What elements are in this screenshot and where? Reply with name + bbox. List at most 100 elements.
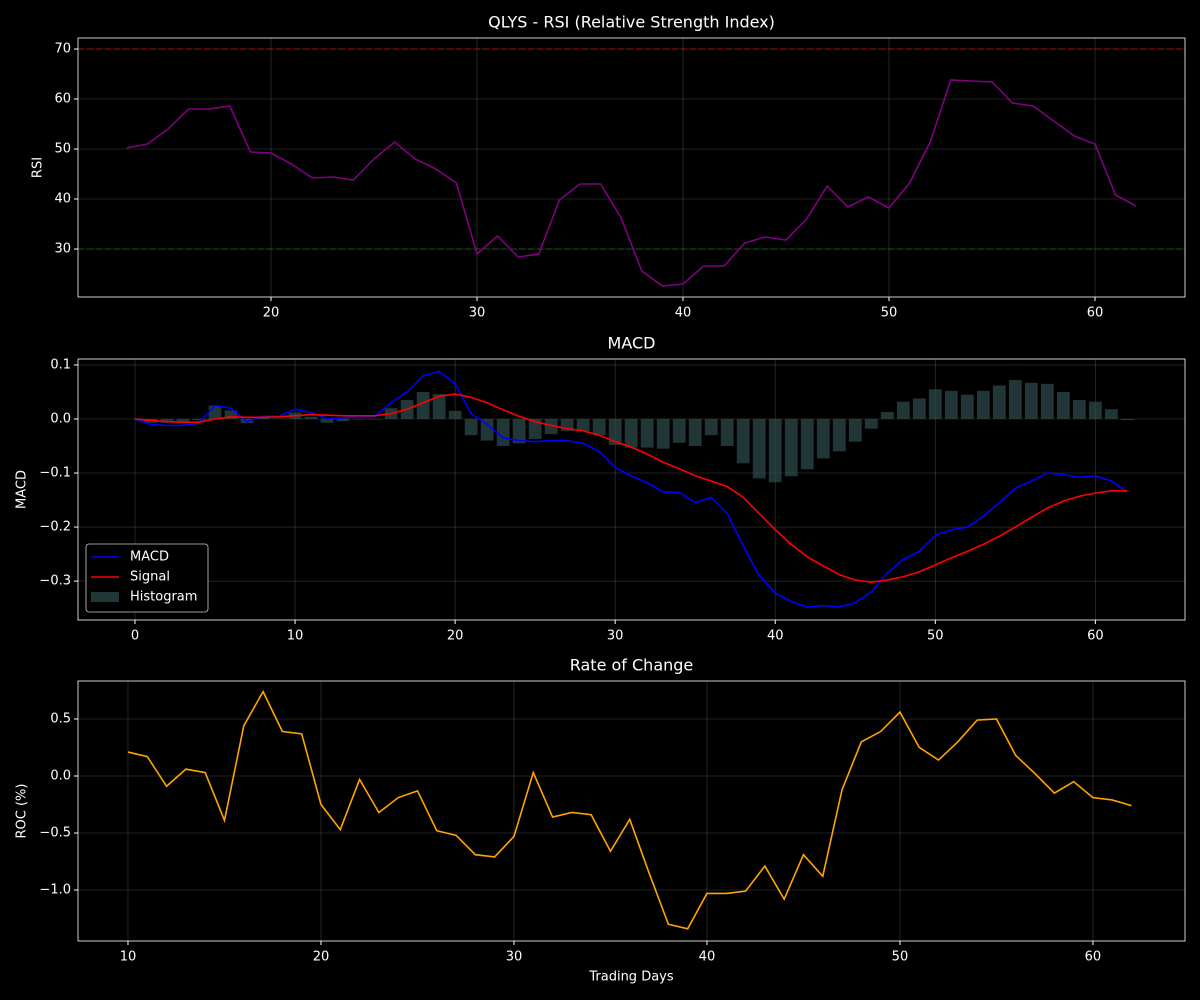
chart-title: MACD bbox=[608, 334, 656, 353]
x-tick-label: 20 bbox=[313, 950, 330, 965]
chart-title: Rate of Change bbox=[570, 656, 694, 675]
x-tick-label: 60 bbox=[1085, 950, 1102, 965]
y-tick-label: 40 bbox=[54, 192, 71, 207]
data-line bbox=[134, 370, 1128, 608]
histogram-bar bbox=[256, 417, 270, 419]
histogram-bar bbox=[1120, 418, 1134, 421]
y-axis-label: MACD bbox=[15, 470, 30, 509]
x-tick-label: 50 bbox=[892, 950, 909, 965]
histogram-bar bbox=[944, 390, 958, 419]
y-tick-label: 30 bbox=[54, 242, 71, 257]
y-tick-label: 0.0 bbox=[50, 768, 71, 783]
histogram-bar bbox=[1104, 409, 1118, 419]
histogram-bar bbox=[1008, 380, 1022, 419]
y-axis-label: ROC (%) bbox=[15, 784, 30, 839]
histogram-bar bbox=[752, 418, 766, 479]
histogram-bar bbox=[448, 410, 462, 419]
x-tick-label: 20 bbox=[263, 306, 280, 321]
histogram-bar bbox=[512, 418, 526, 444]
histogram-bar bbox=[800, 418, 814, 470]
x-tick-label: 50 bbox=[881, 306, 898, 321]
histogram-bar bbox=[272, 418, 286, 419]
x-tick-label: 40 bbox=[767, 629, 784, 644]
histogram-bar bbox=[592, 418, 606, 436]
histogram-bar bbox=[320, 418, 334, 423]
x-tick-label: 10 bbox=[120, 950, 137, 965]
x-axis-label: Trading Days bbox=[588, 970, 673, 985]
histogram-bar bbox=[1072, 400, 1086, 419]
y-tick-label: −0.3 bbox=[39, 574, 71, 589]
y-tick-label: −0.5 bbox=[39, 826, 71, 841]
histogram-bar bbox=[704, 418, 718, 436]
histogram-bar bbox=[1056, 391, 1070, 419]
histogram-bar bbox=[576, 418, 590, 432]
y-axis-label: RSI bbox=[31, 157, 46, 178]
y-tick-label: −0.2 bbox=[39, 520, 71, 535]
y-tick-label: 60 bbox=[54, 92, 71, 107]
chart-title: QLYS - RSI (Relative Strength Index) bbox=[488, 13, 775, 32]
histogram-bar bbox=[976, 390, 990, 419]
legend-label: Histogram bbox=[130, 590, 197, 605]
histogram-bar bbox=[736, 418, 750, 464]
histogram-bar bbox=[1088, 401, 1102, 419]
x-tick-label: 50 bbox=[927, 629, 944, 644]
histogram-bar bbox=[832, 418, 846, 452]
histogram-bar bbox=[528, 418, 542, 439]
x-tick-label: 40 bbox=[699, 950, 716, 965]
x-tick-label: 60 bbox=[1087, 306, 1104, 321]
legend-swatch bbox=[91, 592, 119, 602]
histogram-bar bbox=[672, 418, 686, 443]
data-line bbox=[134, 393, 1128, 583]
x-tick-label: 30 bbox=[506, 950, 523, 965]
histogram-bar bbox=[544, 418, 558, 435]
histogram-bar bbox=[720, 418, 734, 446]
histogram-bar bbox=[480, 418, 494, 441]
histogram-bar bbox=[640, 418, 654, 448]
histogram-bar bbox=[192, 418, 206, 421]
histogram-bar bbox=[928, 389, 942, 419]
histogram-bar bbox=[848, 418, 862, 442]
axes-frame bbox=[77, 680, 1186, 942]
x-tick-label: 30 bbox=[469, 306, 486, 321]
histogram-bar bbox=[864, 418, 878, 429]
x-tick-label: 20 bbox=[447, 629, 464, 644]
x-tick-label: 0 bbox=[131, 629, 139, 644]
histogram-bar bbox=[208, 405, 222, 419]
data-line bbox=[127, 689, 1132, 930]
x-tick-label: 10 bbox=[287, 629, 304, 644]
y-tick-label: −0.1 bbox=[39, 466, 71, 481]
histogram-bar bbox=[1040, 383, 1054, 419]
histogram-bar bbox=[304, 416, 318, 419]
x-tick-label: 60 bbox=[1087, 629, 1104, 644]
histogram-bar bbox=[368, 418, 382, 420]
histogram-bar bbox=[880, 411, 894, 419]
histogram-bar bbox=[464, 418, 478, 436]
histogram-bar bbox=[960, 394, 974, 419]
histogram-bar bbox=[816, 418, 830, 459]
histogram-bar bbox=[768, 418, 782, 483]
histogram-bar bbox=[912, 398, 926, 419]
histogram-bar bbox=[352, 418, 366, 420]
histogram-bar bbox=[688, 418, 702, 446]
y-tick-label: 50 bbox=[54, 142, 71, 157]
axes-frame bbox=[77, 37, 1186, 298]
histogram-bar bbox=[160, 418, 174, 423]
axes-frame bbox=[77, 358, 1186, 621]
histogram-bar bbox=[560, 418, 574, 431]
y-tick-label: 70 bbox=[54, 42, 71, 57]
histogram-bar bbox=[336, 418, 350, 422]
histogram-bar bbox=[176, 418, 190, 423]
data-line bbox=[126, 79, 1137, 287]
histogram-bar bbox=[656, 418, 670, 449]
x-tick-label: 40 bbox=[675, 306, 692, 321]
histogram-bar bbox=[624, 418, 638, 448]
histogram-bar bbox=[896, 401, 910, 419]
y-tick-label: 0.0 bbox=[50, 411, 71, 426]
histogram-bar bbox=[608, 418, 622, 445]
x-tick-label: 30 bbox=[607, 629, 624, 644]
histogram-bar bbox=[416, 391, 430, 419]
histogram-bar bbox=[496, 418, 510, 446]
histogram-bar bbox=[432, 394, 446, 419]
